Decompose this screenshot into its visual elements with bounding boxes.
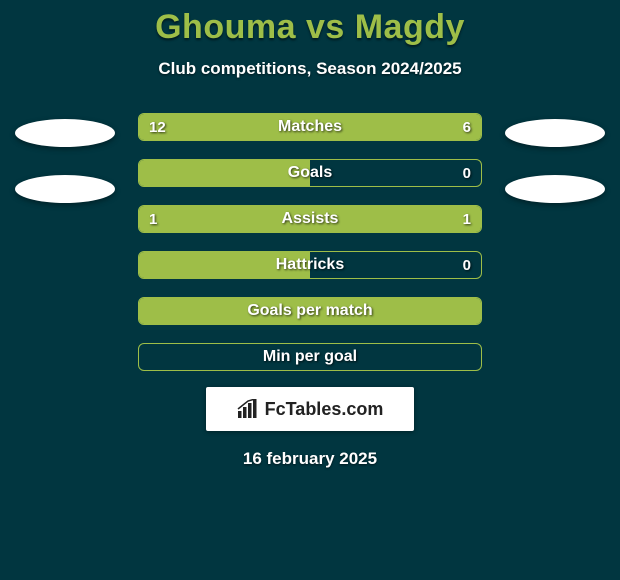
brand-badge[interactable]: FcTables.com (206, 387, 414, 431)
stat-fill-left (139, 298, 481, 324)
footer-date: 16 february 2025 (0, 449, 620, 469)
stat-fill-left (139, 114, 367, 140)
player-avatar-left-2 (15, 175, 115, 203)
stat-fill-left (139, 252, 310, 278)
player-avatar-right-1 (505, 119, 605, 147)
stat-bar: 0Goals (138, 159, 482, 187)
stat-fill-left (139, 160, 310, 186)
stat-bar: 11Assists (138, 205, 482, 233)
page-subtitle: Club competitions, Season 2024/2025 (0, 59, 620, 79)
stat-value-right: 0 (463, 160, 471, 186)
stat-fill-right (367, 114, 481, 140)
right-player-col (500, 113, 610, 203)
stat-bars: 126Matches 0Goals 11Assists 0Hattricks Goals… (138, 113, 482, 371)
left-player-col (10, 113, 120, 203)
stat-value-right: 0 (463, 252, 471, 278)
stat-fill-right (310, 206, 481, 232)
stat-bar: 0Hattricks (138, 251, 482, 279)
stat-fill-left (139, 206, 310, 232)
chart-icon (237, 399, 259, 419)
stat-label: Min per goal (139, 344, 481, 370)
stat-bar: Goals per match (138, 297, 482, 325)
player-avatar-right-2 (505, 175, 605, 203)
stat-bar: Min per goal (138, 343, 482, 371)
player-avatar-left-1 (15, 119, 115, 147)
comparison-area: 126Matches 0Goals 11Assists 0Hattricks Goals… (0, 113, 620, 371)
brand-text: FcTables.com (265, 399, 384, 420)
page-title: Ghouma vs Magdy (0, 8, 620, 47)
stat-bar: 126Matches (138, 113, 482, 141)
header: Ghouma vs Magdy Club competitions, Seaso… (0, 0, 620, 79)
